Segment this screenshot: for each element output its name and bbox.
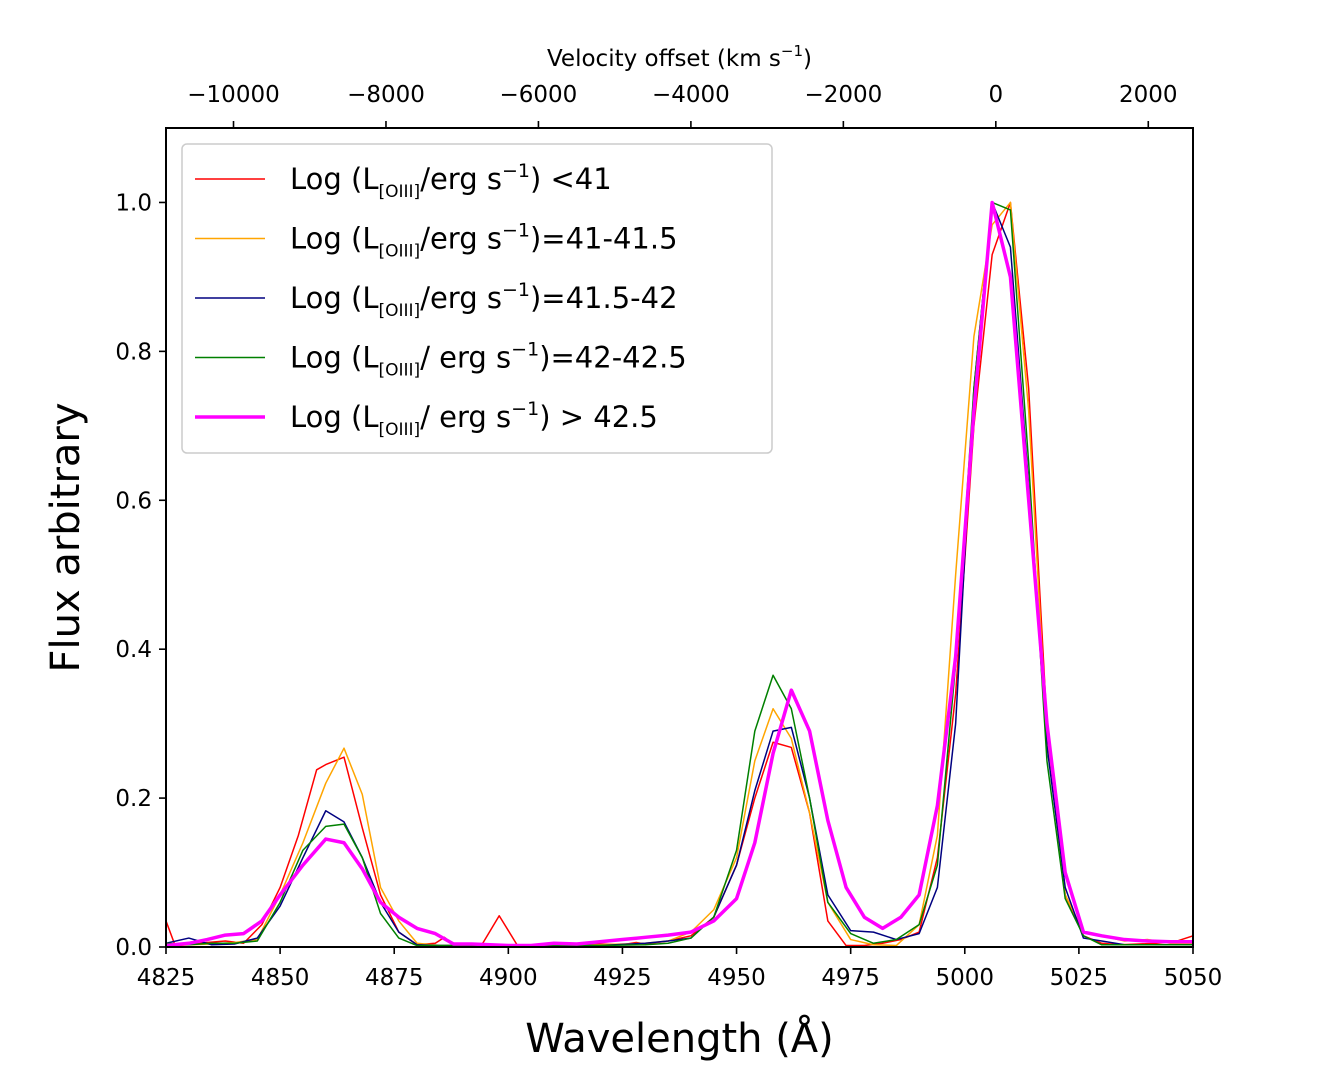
x-tick-label: 5025 <box>1050 965 1109 991</box>
legend-subscript: [OIII] <box>379 420 421 440</box>
legend-text: ) > 42.5 <box>539 400 658 434</box>
x-tick-label: 4875 <box>365 965 424 991</box>
y-tick-label: 1.0 <box>115 190 152 216</box>
top-axis-label-text: Velocity offset (km s <box>547 46 781 72</box>
x-tick-label: 5050 <box>1164 965 1223 991</box>
legend-text: )=42-42.5 <box>539 341 687 375</box>
y-tick-label: 0.6 <box>115 488 152 514</box>
legend-superscript: −1 <box>511 339 539 361</box>
x-tick-label: 4975 <box>821 965 880 991</box>
legend-text: Log (L <box>290 222 379 256</box>
velocity-tick-label: −10000 <box>187 82 279 108</box>
y-tick-label: 0.8 <box>115 339 152 365</box>
legend-text: Log (L <box>290 341 379 375</box>
top-axis-label-sup: −1 <box>781 42 803 60</box>
legend-superscript: −1 <box>502 160 530 182</box>
y-axis-label: Flux arbitrary <box>43 402 89 672</box>
velocity-tick-label: −6000 <box>500 82 578 108</box>
series-layer <box>166 200 1193 947</box>
velocity-tick-label: −8000 <box>347 82 425 108</box>
legend-text: /erg s <box>420 162 502 196</box>
legend-text: ) <41 <box>530 162 612 196</box>
x-tick-label: 4825 <box>137 965 196 991</box>
legend-superscript: −1 <box>502 220 530 242</box>
x-axis-label: Wavelength (Å) <box>525 1014 834 1062</box>
y-tick-label: 0.2 <box>115 786 152 812</box>
legend-text: /erg s <box>420 222 502 256</box>
axes-layer: 4825 4850 4875 4900 4925 4950 4975 5000 5025 5050… <box>43 42 1222 1062</box>
y-tick-label: 0.0 <box>115 935 152 961</box>
legend-text: Log (L <box>290 162 379 196</box>
legend-label-2: Log (L[OIII]/erg s−1)=41.5-42 <box>290 279 678 321</box>
legend-text: Log (L <box>290 400 379 434</box>
legend-label-3: Log (L[OIII]/ erg s−1)=42-42.5 <box>290 339 687 381</box>
legend-label-1: Log (L[OIII]/erg s−1)=41-41.5 <box>290 220 678 262</box>
x-tick-label: 4925 <box>593 965 652 991</box>
top-axis-label: Velocity offset (km s−1) <box>547 42 812 72</box>
velocity-tick-label: 2000 <box>1119 82 1178 108</box>
plot-frame <box>165 127 1194 948</box>
velocity-tick-label: 0 <box>988 82 1003 108</box>
legend-subscript: [OIII] <box>379 242 421 262</box>
legend-superscript: −1 <box>511 398 539 420</box>
legend-text: Log (L <box>290 281 379 315</box>
series-line-1 <box>166 201 1193 947</box>
legend-text: )=41-41.5 <box>530 222 678 256</box>
series-line-4 <box>166 200 1193 947</box>
y-tick-label: 0.4 <box>115 637 152 663</box>
velocity-tick-label: −2000 <box>804 82 882 108</box>
legend-box <box>181 143 773 454</box>
x-tick-label: 4950 <box>707 965 766 991</box>
legend-superscript: −1 <box>502 279 530 301</box>
legend-text: )=41.5-42 <box>530 281 678 315</box>
top-axis-label-end: ) <box>803 46 812 72</box>
legend-subscript: [OIII] <box>379 361 421 381</box>
x-tick-label: 5000 <box>936 965 995 991</box>
legend-subscript: [OIII] <box>379 301 421 321</box>
legend-subscript: [OIII] <box>379 182 421 202</box>
legend-text: /erg s <box>420 281 502 315</box>
x-tick-label: 4900 <box>479 965 538 991</box>
legend-text: / erg s <box>420 400 511 434</box>
legend-label-0: Log (L[OIII]/erg s−1) <41 <box>290 160 612 202</box>
legend-text: / erg s <box>420 341 511 375</box>
x-tick-label: 4850 <box>251 965 310 991</box>
legend-label-4: Log (L[OIII]/ erg s−1) > 42.5 <box>290 398 658 440</box>
velocity-tick-label: −4000 <box>652 82 730 108</box>
